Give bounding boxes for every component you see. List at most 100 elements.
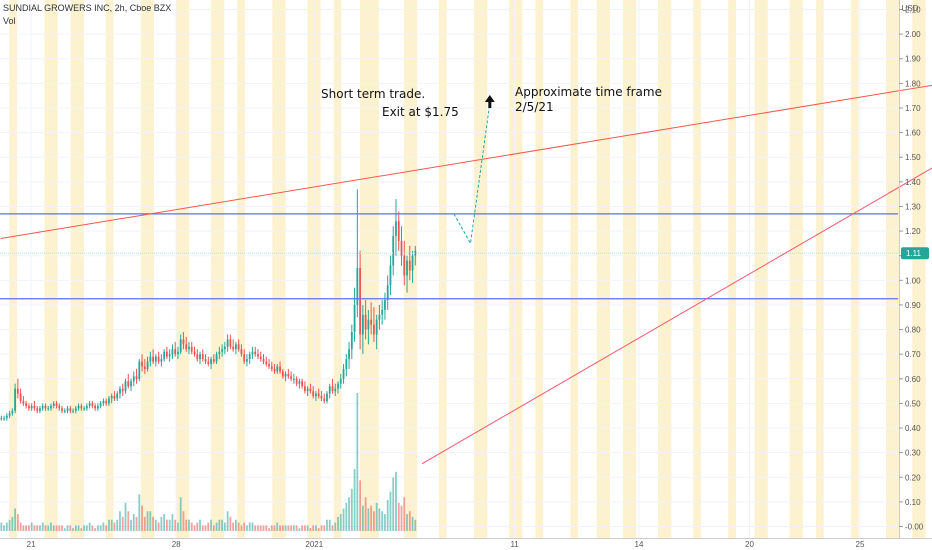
volume-bar <box>188 519 190 531</box>
candle-body <box>270 366 273 369</box>
candle-body <box>5 415 8 419</box>
candle-body <box>265 361 268 365</box>
volume-bar <box>235 519 237 531</box>
candle-body <box>163 351 166 360</box>
volume-bar <box>240 525 243 531</box>
annotation-text: 2/5/21 <box>515 100 554 114</box>
candle-body <box>188 346 190 350</box>
candle-body <box>154 356 157 362</box>
candle-body <box>215 354 218 362</box>
candle-body <box>287 373 290 377</box>
candle-body <box>400 240 403 256</box>
price-tick-label: 0.10 <box>905 498 921 507</box>
volume-bar <box>14 508 16 531</box>
candle-body <box>337 383 339 389</box>
session-band <box>70 0 84 538</box>
candle-body <box>243 354 246 362</box>
volume-bar <box>25 525 28 531</box>
candle-body <box>91 403 94 406</box>
volume-bar <box>353 469 356 531</box>
volume-bar <box>246 525 248 531</box>
volume-bar <box>52 525 55 531</box>
volume-bar <box>356 393 359 531</box>
volume-indicator-label[interactable]: Vol <box>3 16 16 26</box>
grid-lines <box>0 0 898 538</box>
volume-bar <box>39 525 41 531</box>
volume-bar <box>268 528 270 531</box>
volume-bar <box>85 525 88 531</box>
candle-body <box>116 393 119 399</box>
volume-bar <box>8 519 11 531</box>
candle-body <box>218 351 221 355</box>
volume-bar <box>370 505 373 531</box>
candle-body <box>19 393 22 401</box>
candle-body <box>119 388 121 394</box>
candle-body <box>221 349 223 352</box>
volume-bar <box>218 519 221 531</box>
candle-body <box>182 339 185 345</box>
candle-body <box>88 403 91 406</box>
volume-bar <box>166 519 168 531</box>
volume-bar <box>30 522 33 531</box>
candle-body <box>201 354 204 360</box>
price-tick-label: 0.60 <box>905 375 921 384</box>
candle-body <box>353 304 356 333</box>
session-band <box>728 0 736 538</box>
volume-bar <box>348 497 350 531</box>
candle-body <box>295 378 298 384</box>
volume-bar <box>334 522 337 531</box>
volume-bar <box>284 525 287 531</box>
volume-bar <box>130 519 132 531</box>
volume-bar <box>74 525 77 531</box>
volume-bar <box>290 525 292 531</box>
volume-bar <box>237 522 240 531</box>
session-band <box>473 0 488 538</box>
candle-body <box>257 354 259 357</box>
candle-body <box>301 381 304 387</box>
volume-bar <box>63 528 66 531</box>
candle-body <box>339 378 342 384</box>
candle-body <box>367 319 370 330</box>
candle-body <box>323 398 326 401</box>
volume-bar <box>44 525 47 531</box>
volume-bar <box>317 528 320 531</box>
volume-bar <box>251 522 254 531</box>
volume-bar <box>306 525 309 531</box>
time-axis[interactable]: 2128202111142025Feb8111709:00Mar09:00809… <box>0 538 932 550</box>
volume-bar <box>91 525 94 531</box>
price-axis[interactable]: -0.00 0.10 0.20 0.30 0.40 0.50 0.60 0.70 0.80 0.9… <box>899 0 929 538</box>
volume-bar <box>229 516 232 531</box>
volume-bar <box>141 505 143 531</box>
chart-title: SUNDIAL GROWERS INC, 2h, Cboe BZX <box>3 3 171 13</box>
session-band <box>333 0 342 538</box>
candle-body <box>348 349 350 360</box>
volume-bar <box>179 497 182 531</box>
volume-bar <box>127 511 130 531</box>
session-band <box>912 0 926 538</box>
volume-bar <box>287 525 290 531</box>
volume-bar <box>273 525 276 531</box>
volume-bar <box>248 522 251 531</box>
candle-body <box>66 408 69 411</box>
volume-bar <box>361 505 364 531</box>
candle-body <box>190 346 193 352</box>
candle-body <box>149 356 152 362</box>
candle-body <box>315 393 317 397</box>
candle-body <box>317 393 320 397</box>
volume-bar <box>97 525 99 531</box>
candle-body <box>55 403 58 406</box>
volume-bar <box>367 508 370 531</box>
candle-body <box>36 408 39 411</box>
candle-body <box>39 408 41 411</box>
session-band <box>754 0 768 538</box>
candle-body <box>41 405 44 409</box>
time-tick-label: 11 <box>510 540 519 549</box>
candle-body <box>397 221 400 241</box>
candle-body <box>276 366 279 372</box>
volume-bar <box>105 525 108 531</box>
volume-bar <box>226 511 229 531</box>
price-tick-label: 0.30 <box>905 449 921 458</box>
candle-body <box>262 359 265 362</box>
session-band <box>535 0 544 538</box>
